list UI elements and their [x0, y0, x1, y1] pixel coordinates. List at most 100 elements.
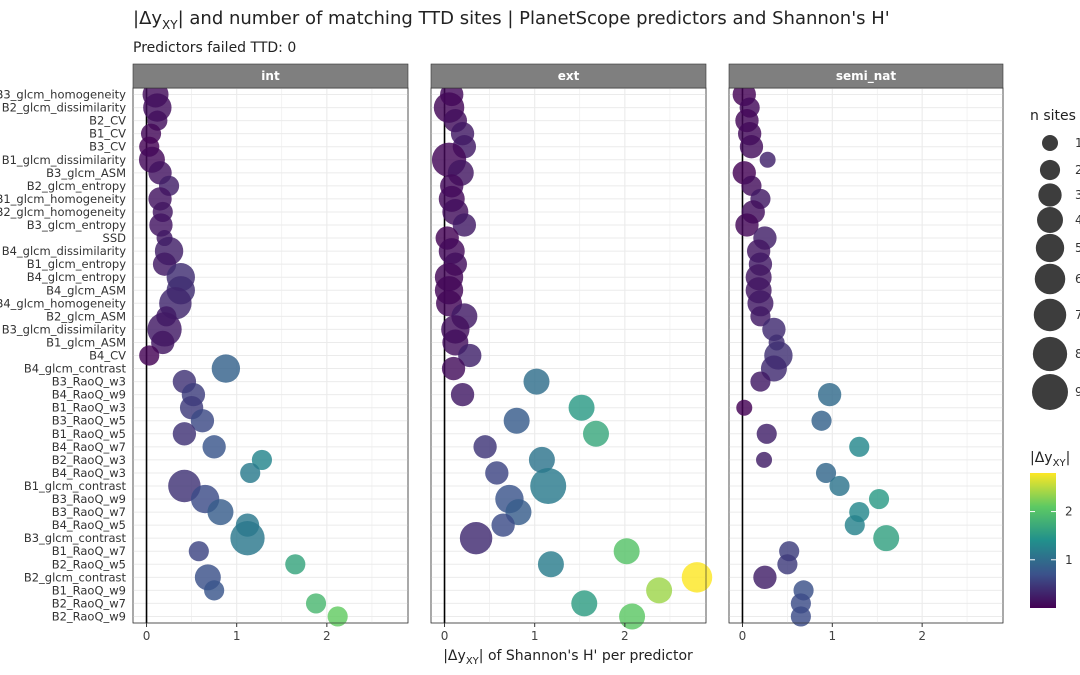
- y-axis-labels: B3_glcm_homogeneityB2_glcm_dissimilarity…: [0, 88, 126, 624]
- data-point-semi_nat: [811, 410, 832, 431]
- data-point-int: [240, 462, 261, 484]
- data-point-ext: [528, 446, 555, 473]
- data-point-ext: [619, 603, 646, 630]
- y-tick-label: B3_glcm_homogeneity: [0, 88, 126, 102]
- size-legend-key: [1034, 263, 1066, 295]
- data-point-ext: [646, 577, 673, 604]
- data-point-semi_nat: [849, 436, 870, 457]
- data-point-ext: [530, 467, 567, 504]
- y-tick-label: SSD: [103, 231, 127, 245]
- y-tick-label: B3_RaoQ_w3: [52, 375, 126, 389]
- data-point-ext: [485, 461, 509, 485]
- data-point-semi_nat: [739, 135, 764, 159]
- size-legend-label: 8: [1075, 347, 1080, 361]
- facet-strip: [132, 63, 409, 89]
- colorbar-tick-label: 2: [1065, 505, 1073, 519]
- data-point-ext: [491, 513, 515, 537]
- y-tick-label: B1_glcm_contrast: [24, 479, 127, 493]
- data-point-int: [230, 521, 265, 556]
- y-tick-label: B4_glcm_contrast: [24, 362, 127, 376]
- data-point-int: [202, 435, 226, 459]
- size-legend-key: [1033, 298, 1067, 332]
- data-point-ext: [583, 420, 609, 447]
- data-point-semi_nat: [777, 554, 798, 575]
- size-legend-label: 1: [1075, 136, 1080, 150]
- y-tick-label: B2_RaoQ_w5: [52, 557, 126, 571]
- data-point-semi_nat: [844, 515, 865, 536]
- facet-strip-label: semi_nat: [836, 69, 897, 84]
- y-tick-label: B2_glcm_contrast: [24, 570, 127, 584]
- y-tick-label: B3_CV: [89, 140, 126, 154]
- data-point-ext: [458, 343, 482, 368]
- x-tick-label: 1: [233, 629, 241, 643]
- y-tick-label: B3_glcm_dissimilarity: [2, 322, 126, 336]
- x-tick-label: 0: [739, 629, 747, 643]
- x-axis-title-rest: | of Shannon's H' per predictor: [479, 648, 693, 664]
- x-tick-label: 1: [531, 629, 539, 643]
- data-point-semi_nat: [868, 488, 890, 510]
- chart-title-main: |Δy: [133, 8, 162, 29]
- size-legend-label: 2: [1075, 163, 1080, 177]
- x-tick-label: 0: [441, 629, 449, 643]
- y-tick-label: B4_RaoQ_w5: [52, 518, 126, 532]
- y-tick-label: B2_RaoQ_w7: [52, 596, 126, 610]
- data-point-ext: [452, 213, 477, 237]
- y-tick-label: B1_RaoQ_w5: [52, 427, 126, 441]
- size-legend-key: [1032, 374, 1068, 410]
- facet-panel-ext: ext 0 1 2: [430, 63, 713, 643]
- y-tick-label: B3_glcm_contrast: [24, 531, 127, 545]
- data-point-semi_nat: [756, 451, 773, 468]
- y-tick-label: B2_CV: [89, 114, 126, 128]
- y-tick-label: B3_RaoQ_w7: [52, 505, 126, 519]
- y-tick-label: B4_glcm_entropy: [27, 270, 126, 284]
- y-tick-label: B4_RaoQ_w7: [52, 440, 126, 454]
- data-point-int: [211, 354, 241, 383]
- data-point-ext: [537, 551, 564, 578]
- y-tick-label: B1_CV: [89, 127, 126, 141]
- size-legend: n sites 1 2 3 4 5 6 7 8 9: [1030, 108, 1080, 410]
- size-legend-label: 9: [1075, 385, 1080, 399]
- data-point-semi_nat: [756, 423, 777, 444]
- data-point-int: [172, 422, 197, 446]
- colorbar-tick-label: 1: [1065, 553, 1073, 567]
- data-point-semi_nat: [753, 565, 777, 589]
- data-point-semi_nat: [736, 399, 753, 416]
- y-tick-label: B2_glcm_homogeneity: [0, 205, 126, 219]
- y-tick-label: B4_RaoQ_w9: [52, 388, 126, 402]
- facet-strip: [430, 63, 707, 89]
- y-tick-label: B3_RaoQ_w5: [52, 414, 126, 428]
- data-point-ext: [441, 356, 466, 381]
- y-tick-label: B2_glcm_entropy: [27, 179, 126, 193]
- facet-panel-semi_nat: semi_nat 0 1 2: [728, 63, 1004, 643]
- data-point-semi_nat: [759, 151, 776, 168]
- x-axis-title-main: |Δy: [443, 648, 466, 664]
- data-point-ext: [681, 562, 713, 593]
- data-point-semi_nat: [873, 525, 900, 552]
- facet-strip: [728, 63, 1004, 89]
- y-tick-label: B1_RaoQ_w9: [52, 583, 126, 597]
- data-point-int: [204, 580, 225, 601]
- x-tick-label: 1: [828, 629, 836, 643]
- data-point-int: [207, 499, 234, 526]
- y-tick-label: B4_glcm_homogeneity: [0, 296, 126, 310]
- size-legend-key: [1039, 159, 1061, 181]
- data-point-semi_nat: [829, 475, 850, 497]
- y-tick-label: B1_RaoQ_w7: [52, 544, 126, 558]
- size-legend-label: 3: [1075, 188, 1080, 202]
- data-point-ext: [459, 521, 493, 555]
- data-point-int: [139, 345, 160, 366]
- size-legend-key: [1037, 207, 1063, 233]
- facet-panel-int: int 0 1 2: [132, 63, 409, 643]
- data-point-semi_nat: [815, 462, 837, 484]
- data-point-ext: [503, 407, 530, 434]
- y-tick-label: B2_glcm_ASM: [46, 309, 126, 323]
- size-legend-label: 7: [1075, 308, 1080, 322]
- y-tick-label: B1_glcm_dissimilarity: [2, 153, 126, 167]
- size-legend-label: 6: [1075, 272, 1080, 286]
- data-point-int: [285, 554, 306, 575]
- y-tick-label: B3_glcm_ASM: [46, 166, 126, 180]
- data-point-int: [188, 541, 209, 562]
- data-point-ext: [523, 368, 550, 395]
- x-tick-label: 2: [621, 629, 629, 643]
- data-point-int: [305, 593, 327, 614]
